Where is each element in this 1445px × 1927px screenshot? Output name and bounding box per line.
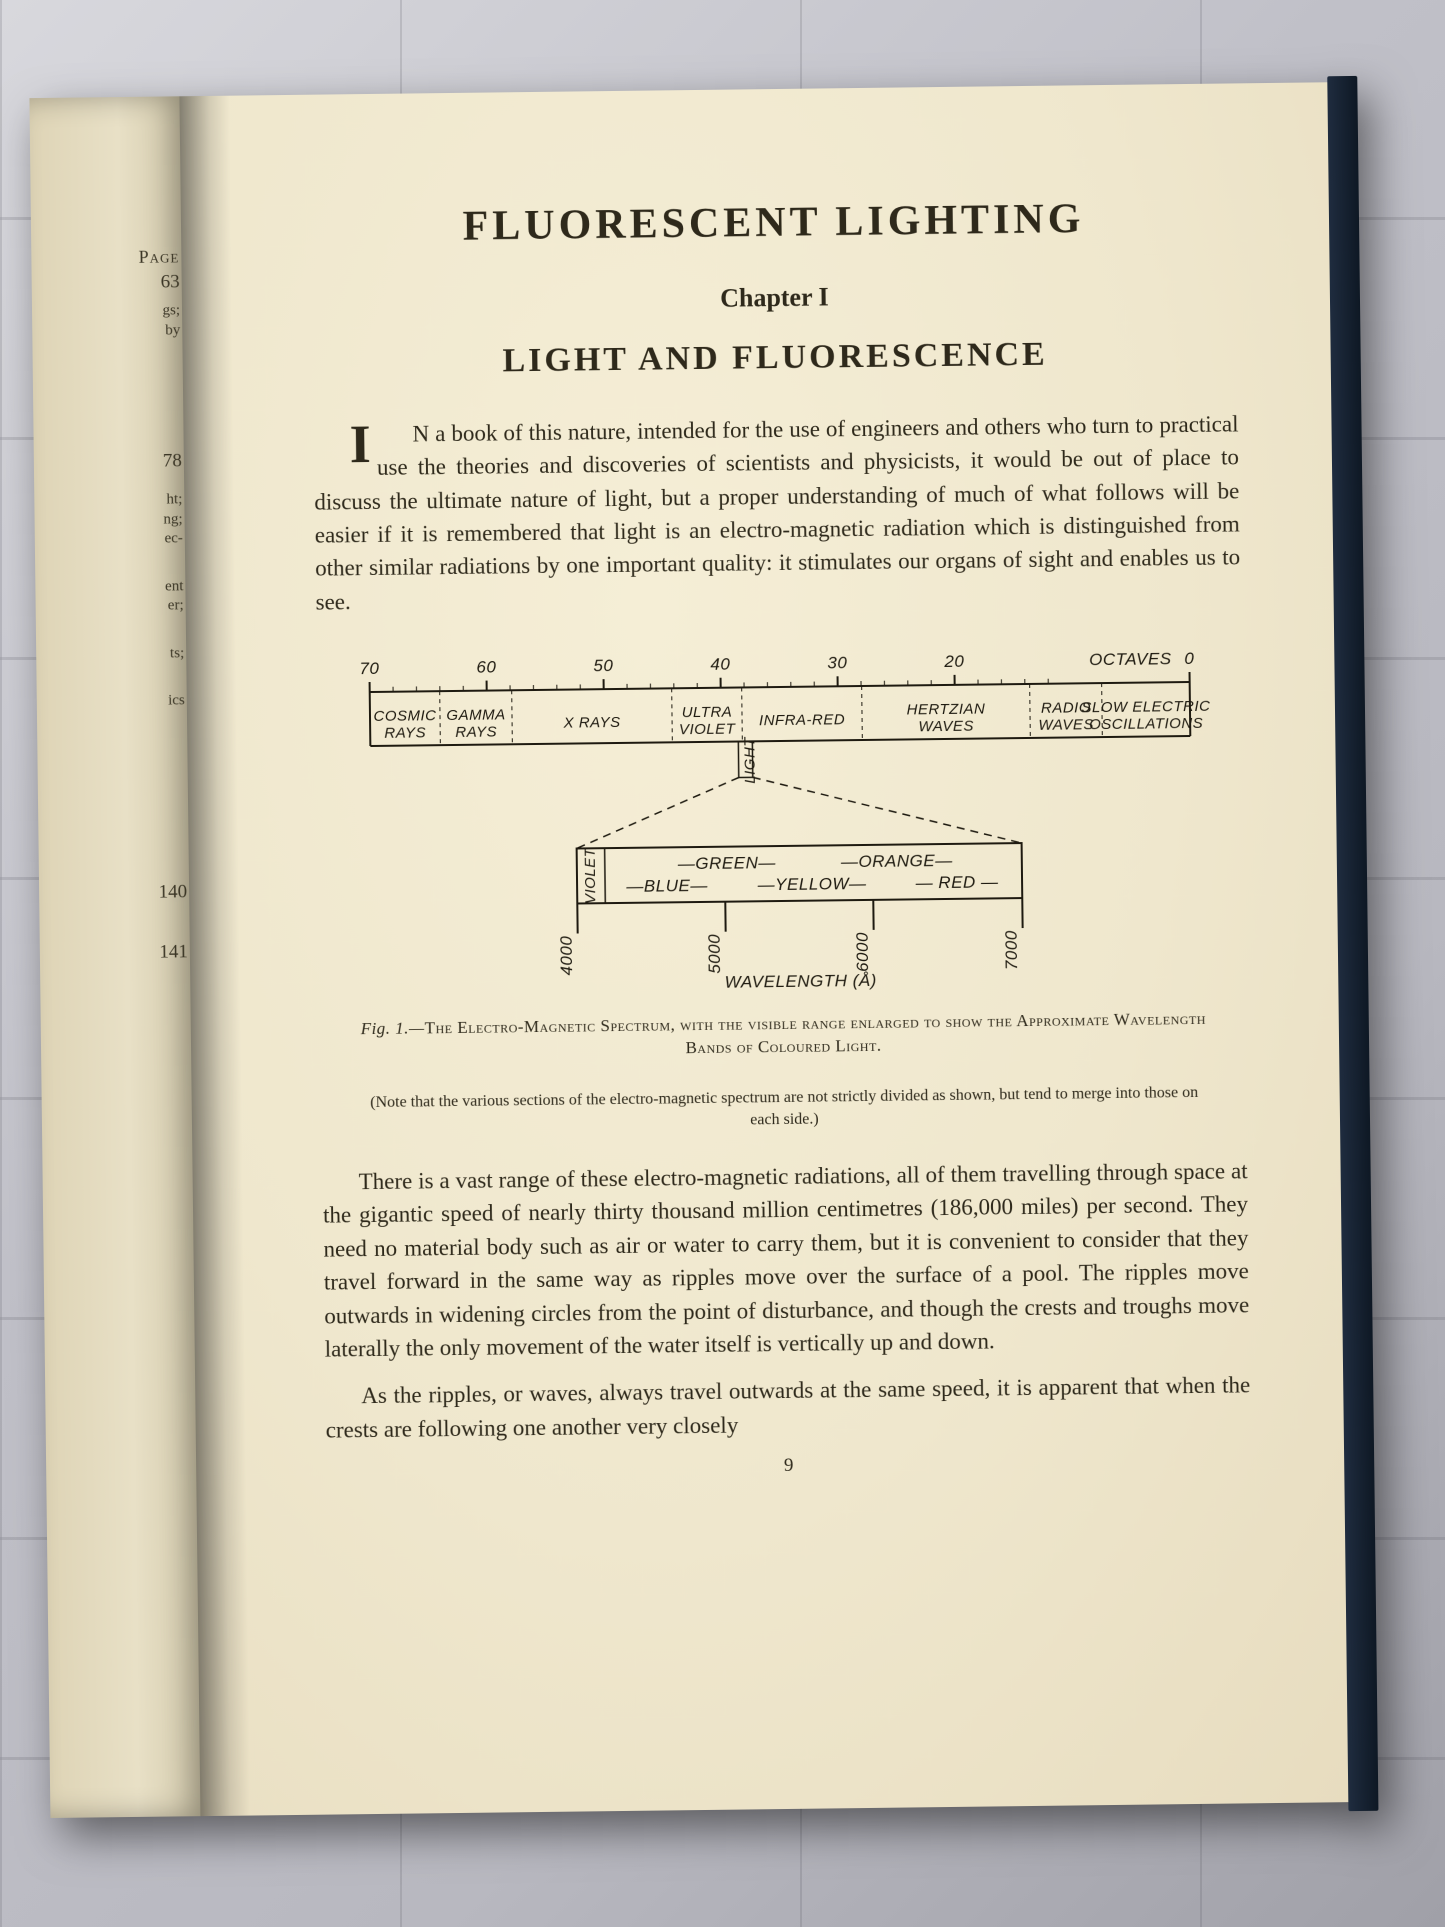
- svg-text:7000: 7000: [1001, 930, 1020, 970]
- figure-caption-note: (Note that the various sections of the e…: [362, 1082, 1207, 1136]
- svg-text:SLOW ELECTRIC: SLOW ELECTRIC: [1081, 698, 1210, 717]
- toc-frag: ht; ng; ec-: [42, 490, 183, 550]
- svg-text:VIOLET: VIOLET: [581, 846, 599, 904]
- svg-text:RAYS: RAYS: [384, 724, 426, 742]
- svg-text:WAVES: WAVES: [918, 718, 974, 736]
- page-title: FLUORESCENT LIGHTING: [311, 193, 1237, 252]
- paragraph-1-text: N a book of this nature, intended for th…: [314, 411, 1240, 614]
- svg-text:RAYS: RAYS: [455, 724, 497, 742]
- svg-text:40: 40: [710, 655, 730, 674]
- svg-text:70: 70: [359, 659, 379, 678]
- svg-text:50: 50: [593, 656, 613, 675]
- toc-num: 78: [42, 450, 182, 474]
- figure-1-spectrum-diagram: 706050403020OCTAVES0COSMICRAYSGAMMARAYSX…: [339, 636, 1223, 1007]
- svg-text:—ORANGE—: —ORANGE—: [839, 851, 952, 871]
- svg-text:—BLUE—: —BLUE—: [625, 876, 708, 896]
- svg-text:WAVES: WAVES: [1038, 716, 1094, 734]
- svg-text:0: 0: [1184, 649, 1194, 668]
- drop-cap: I: [313, 418, 377, 469]
- svg-text:30: 30: [827, 653, 847, 672]
- page-number: 9: [326, 1449, 1251, 1482]
- svg-text:5000: 5000: [704, 934, 723, 974]
- toc-num: 141: [48, 941, 188, 965]
- svg-text:GAMMA: GAMMA: [446, 706, 505, 724]
- figure-caption: Fig. 1.—The Electro-Magnetic Spectrum, w…: [351, 1008, 1216, 1064]
- chapter-label: Chapter I: [312, 277, 1237, 318]
- paragraph-2: There is a vast range of these electro-m…: [322, 1154, 1249, 1365]
- toc-num: 140: [47, 881, 187, 905]
- chapter-subtitle: LIGHT AND FLUORESCENCE: [312, 333, 1237, 382]
- svg-text:—YELLOW—: —YELLOW—: [756, 874, 867, 894]
- toc-frag: ent er;: [43, 577, 183, 618]
- svg-text:HERTZIAN: HERTZIAN: [906, 701, 985, 719]
- svg-text:4000: 4000: [556, 936, 575, 976]
- paragraph-1: IN a book of this nature, intended for t…: [313, 407, 1240, 618]
- left-toc-fragment: Page 63 gs; by 78 ht; ng; ec- ent er; ts…: [39, 246, 188, 964]
- toc-frag: ics: [45, 691, 185, 712]
- svg-text:6000: 6000: [852, 932, 871, 972]
- spectrum-svg: 706050403020OCTAVES0COSMICRAYSGAMMARAYSX…: [339, 636, 1223, 1007]
- caption-lead: Fig. 1.—: [361, 1018, 425, 1038]
- svg-text:X RAYS: X RAYS: [562, 714, 620, 732]
- svg-text:INFRA-RED: INFRA-RED: [758, 711, 844, 729]
- right-page: FLUORESCENT LIGHTING Chapter I LIGHT AND…: [179, 82, 1350, 1816]
- toc-frag: gs; by: [40, 301, 180, 342]
- svg-text:60: 60: [476, 658, 496, 677]
- paragraph-3: As the ripples, or waves, always travel …: [325, 1368, 1251, 1446]
- page-label: Page: [39, 246, 179, 269]
- toc-num: 63: [40, 271, 180, 295]
- svg-text:WAVELENGTH (Å): WAVELENGTH (Å): [724, 971, 876, 992]
- svg-text:—GREEN—: —GREEN—: [676, 853, 776, 873]
- svg-text:— RED —: — RED —: [914, 872, 999, 892]
- svg-text:20: 20: [943, 652, 964, 671]
- svg-text:OSCILLATIONS: OSCILLATIONS: [1089, 715, 1203, 733]
- open-book: Page 63 gs; by 78 ht; ng; ec- ent er; ts…: [29, 82, 1370, 1838]
- toc-frag: ts;: [44, 644, 184, 665]
- svg-text:OCTAVES: OCTAVES: [1088, 649, 1171, 669]
- svg-text:LIGHT: LIGHT: [741, 736, 759, 784]
- svg-text:VIOLET: VIOLET: [678, 721, 736, 739]
- svg-text:ULTRA: ULTRA: [681, 704, 732, 722]
- svg-text:COSMIC: COSMIC: [373, 707, 436, 725]
- caption-main: The Electro-Magnetic Spectrum, with the …: [425, 1009, 1207, 1057]
